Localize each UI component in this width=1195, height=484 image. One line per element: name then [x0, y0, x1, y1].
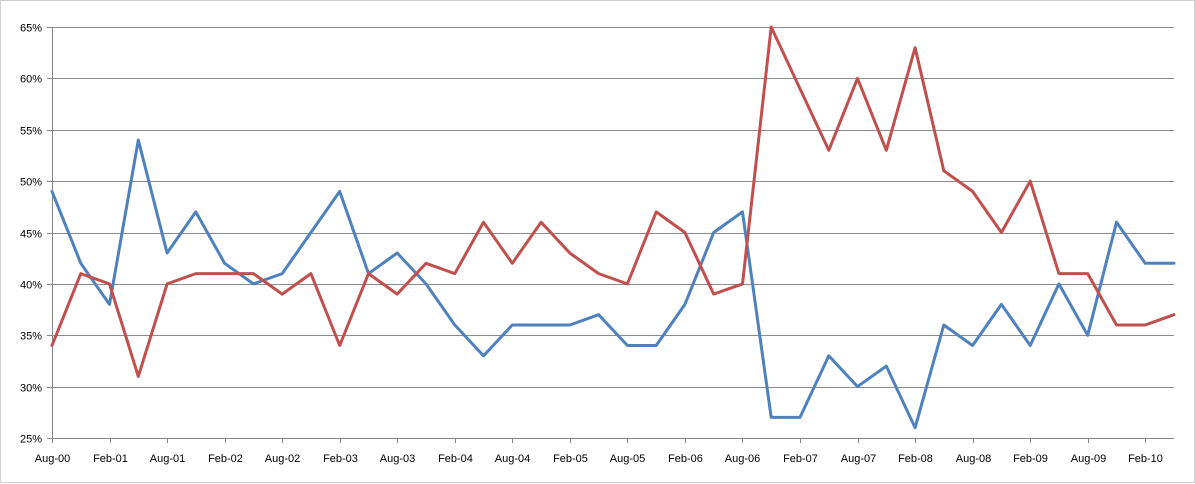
y-tick-label: 50%: [20, 177, 42, 189]
x-tick-label: Aug-09: [1071, 453, 1106, 465]
tick-labels: 25% 30% 35% 40% 45% 50% 55% 60% 65% Aug-00 Feb-01 A…: [20, 23, 1163, 466]
x-tick-label: Feb-04: [438, 453, 473, 465]
series-lines: [50, 25, 1176, 430]
x-tick-label: Feb-10: [1128, 453, 1163, 465]
y-tick-label: 30%: [20, 383, 42, 395]
x-tick-label: Feb-05: [553, 453, 588, 465]
series-line-2: [50, 25, 1176, 378]
y-tick-label: 45%: [20, 229, 42, 241]
x-tick-label: Feb-09: [1013, 453, 1048, 465]
x-tick-label: Feb-01: [93, 453, 128, 465]
x-tick-label: Feb-03: [323, 453, 358, 465]
x-tick-label: Feb-06: [668, 453, 703, 465]
y-tick-label: 55%: [20, 126, 42, 138]
y-tick-label: 40%: [20, 280, 42, 292]
series-line-1: [50, 138, 1176, 430]
x-tick-label: Aug-07: [841, 453, 876, 465]
y-tick-label: 65%: [20, 23, 42, 35]
axes: [47, 27, 1174, 443]
x-tick-label: Aug-01: [150, 453, 185, 465]
y-tick-label: 60%: [20, 74, 42, 86]
x-tick-label: Aug-00: [35, 453, 70, 465]
x-tick-label: Feb-07: [783, 453, 818, 465]
x-tick-label: Aug-06: [725, 453, 760, 465]
x-tick-label: Aug-05: [610, 453, 645, 465]
x-tick-label: Feb-08: [898, 453, 933, 465]
x-tick-label: Aug-02: [265, 453, 300, 465]
y-tick-label: 25%: [20, 434, 42, 446]
x-tick-label: Feb-02: [208, 453, 243, 465]
x-tick-label: Aug-08: [956, 453, 991, 465]
x-tick-label: Aug-04: [495, 453, 530, 465]
x-tick-label: Aug-03: [380, 453, 415, 465]
y-tick-label: 35%: [20, 331, 42, 343]
gridlines: [52, 27, 1174, 388]
